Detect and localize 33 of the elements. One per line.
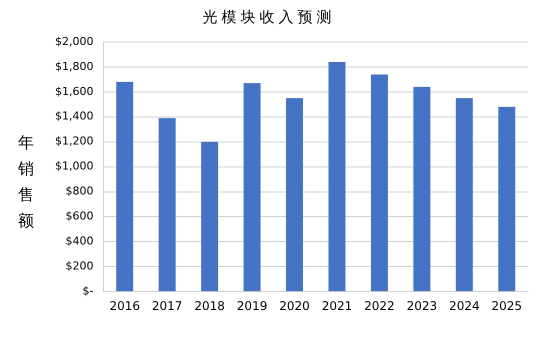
x-tick-label: 2018: [194, 298, 225, 313]
x-tick-label: 2019: [236, 298, 268, 313]
y-tick-label: $200: [65, 260, 94, 272]
y-tick-label: $-: [82, 284, 94, 298]
bar: [286, 98, 304, 292]
y-tick-label: $1,800: [54, 60, 94, 73]
x-tick-label: 2021: [322, 298, 352, 313]
x-tick-label: 2017: [152, 298, 182, 313]
bar: [201, 142, 218, 292]
x-tick-label: 2016: [109, 298, 140, 313]
x-tick-label: 2023: [406, 298, 438, 313]
y-tick-label: $1,400: [54, 110, 94, 123]
bar: [498, 106, 516, 292]
y-tick-label: $1,200: [54, 134, 94, 148]
y-tick-label: $400: [65, 234, 94, 248]
bar: [370, 74, 388, 292]
y-tick-label: $800: [65, 184, 94, 198]
x-tick-label: 2024: [449, 298, 480, 313]
y-tick-label: $1,000: [54, 160, 94, 173]
bar: [328, 62, 346, 292]
y-tick-label: $600: [65, 210, 94, 223]
y-axis-title: 年销售额: [17, 132, 35, 232]
bar: [413, 86, 430, 292]
chart-title: 光模块收入预测: [202, 8, 336, 27]
bar: [244, 83, 261, 292]
x-tick-label: 2022: [364, 298, 395, 313]
x-tick-label: 2025: [492, 298, 522, 313]
x-tick-label: 2020: [279, 298, 310, 313]
bar: [158, 118, 176, 292]
y-tick-label: $1,600: [54, 84, 94, 98]
bar: [456, 98, 473, 292]
bar: [116, 82, 134, 292]
y-tick-label: $2,000: [54, 34, 94, 48]
